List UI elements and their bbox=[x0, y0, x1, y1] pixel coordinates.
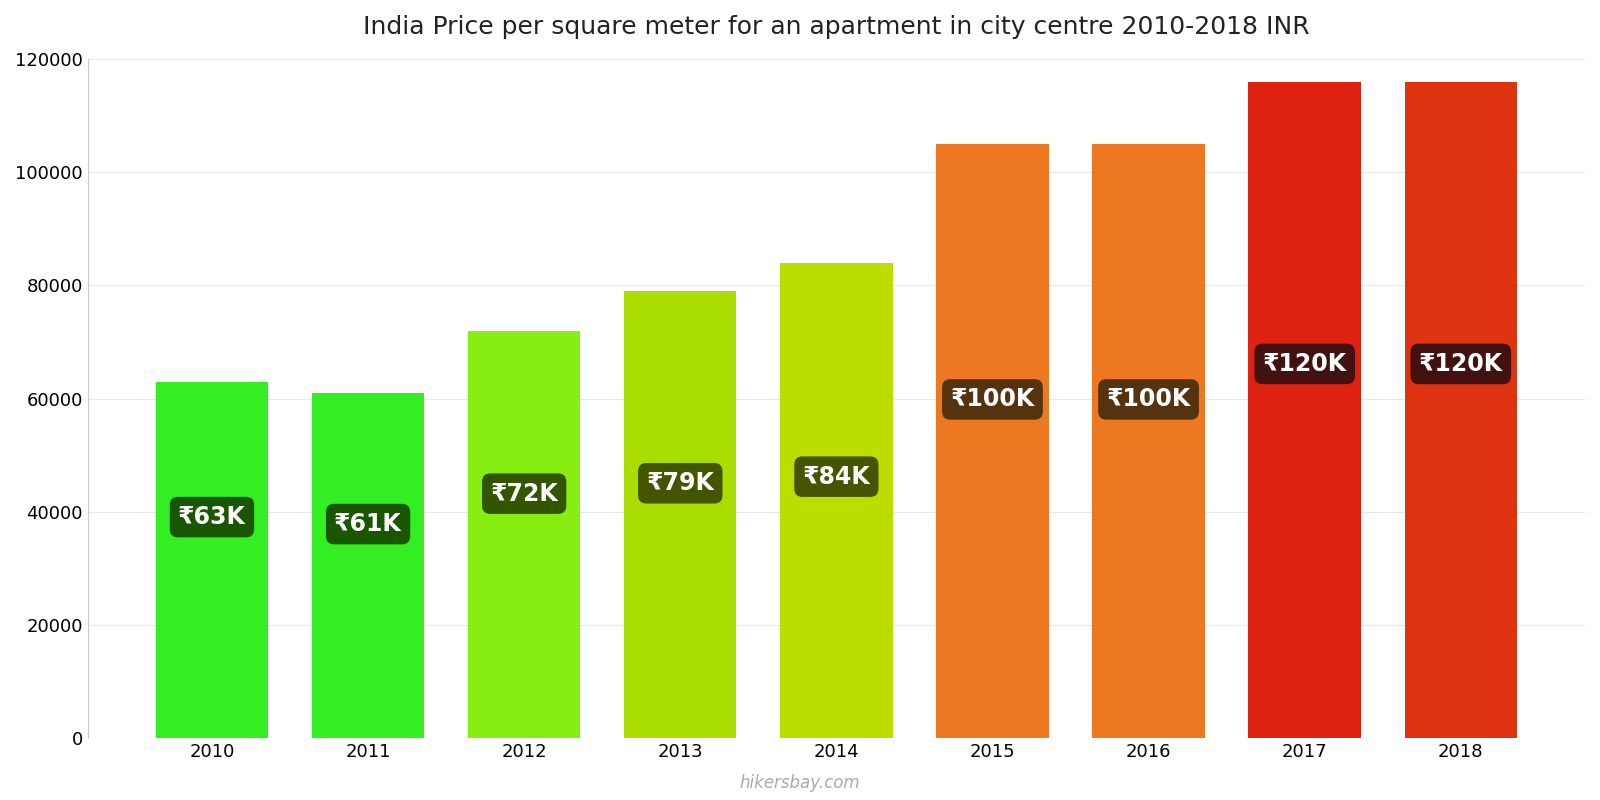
Bar bbox=[312, 393, 424, 738]
Text: ₹63K: ₹63K bbox=[178, 505, 246, 529]
Bar bbox=[936, 144, 1048, 738]
Text: ₹79K: ₹79K bbox=[646, 471, 714, 495]
Text: ₹61K: ₹61K bbox=[334, 512, 402, 536]
Bar bbox=[781, 262, 893, 738]
Text: ₹72K: ₹72K bbox=[490, 482, 558, 506]
Bar bbox=[1405, 82, 1517, 738]
Bar bbox=[467, 330, 581, 738]
Text: ₹100K: ₹100K bbox=[1107, 387, 1190, 411]
Bar bbox=[155, 382, 269, 738]
Text: ₹84K: ₹84K bbox=[803, 465, 870, 489]
Text: hikersbay.com: hikersbay.com bbox=[739, 774, 861, 792]
Text: ₹100K: ₹100K bbox=[950, 387, 1035, 411]
Bar bbox=[624, 291, 736, 738]
Text: ₹120K: ₹120K bbox=[1262, 352, 1347, 376]
Bar bbox=[1248, 82, 1362, 738]
Text: ₹120K: ₹120K bbox=[1419, 352, 1502, 376]
Bar bbox=[1093, 144, 1205, 738]
Title: India Price per square meter for an apartment in city centre 2010-2018 INR: India Price per square meter for an apar… bbox=[363, 15, 1310, 39]
